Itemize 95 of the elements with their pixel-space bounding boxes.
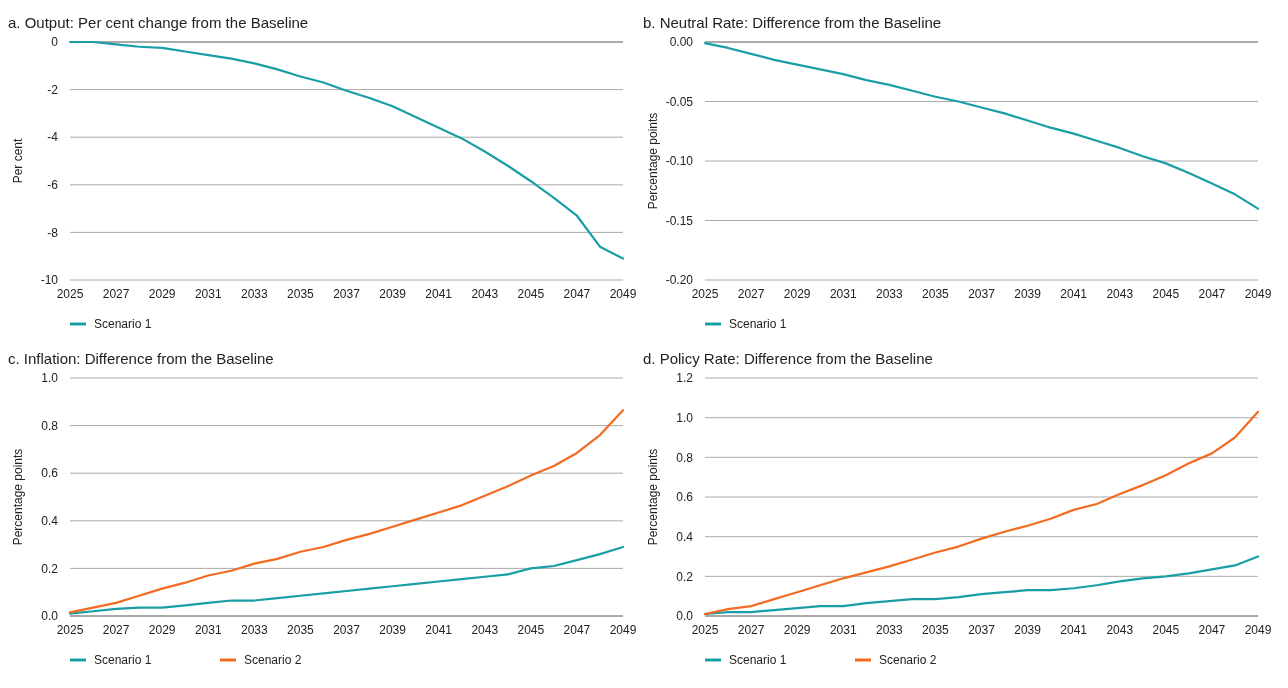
- y-tick-label: 1.2: [676, 371, 694, 386]
- y-tick-label: -0.10: [665, 154, 694, 169]
- x-tick-label: 2043: [1106, 287, 1134, 301]
- y-tick-label: -2: [47, 82, 59, 97]
- y-tick-label: 0.6: [41, 466, 59, 481]
- chart-title: b. Neutral Rate: Difference from the Baseline: [643, 14, 942, 31]
- x-tick-label: 2035: [287, 287, 315, 301]
- chart-title: a. Output: Per cent change from the Baseline: [8, 14, 309, 31]
- y-axis-title: Per cent: [11, 138, 25, 184]
- x-tick-label: 2029: [148, 623, 176, 637]
- x-tick-label: 2045: [517, 623, 545, 637]
- legend-label: Scenario 1: [94, 317, 152, 332]
- chart-title: d. Policy Rate: Difference from the Baseline: [643, 350, 933, 367]
- y-tick-label: -0.15: [665, 213, 694, 228]
- y-tick-label: 1.0: [41, 371, 59, 386]
- x-tick-label: 2035: [922, 287, 950, 301]
- y-tick-label: 0.8: [41, 418, 59, 433]
- x-tick-label: 2027: [102, 623, 130, 637]
- x-tick-label: 2041: [425, 623, 453, 637]
- x-tick-label: 2047: [1198, 623, 1226, 637]
- x-tick-label: 2047: [563, 623, 591, 637]
- x-tick-label: 2027: [737, 623, 765, 637]
- y-tick-label: 0.6: [676, 490, 694, 505]
- x-tick-label: 2025: [691, 623, 719, 637]
- x-tick-label: 2037: [333, 623, 361, 637]
- x-tick-label: 2039: [379, 623, 407, 637]
- x-tick-label: 2039: [379, 287, 407, 301]
- y-axis-title: Percentage points: [646, 112, 660, 210]
- y-tick-label: 0.4: [41, 514, 59, 528]
- x-tick-label: 2033: [240, 623, 268, 637]
- x-tick-label: 2025: [691, 287, 719, 301]
- x-tick-label: 2037: [968, 287, 996, 301]
- x-tick-label: 2025: [56, 287, 84, 301]
- x-tick-label: 2039: [1014, 287, 1042, 301]
- x-tick-label: 2049: [609, 287, 637, 301]
- legend-label: Scenario 1: [729, 317, 787, 332]
- x-tick-label: 2033: [240, 287, 268, 301]
- y-tick-label: -4: [47, 130, 59, 145]
- y-tick-label: -10: [40, 273, 59, 288]
- y-tick-label: 0: [51, 35, 59, 50]
- y-tick-label: -8: [47, 225, 59, 240]
- y-tick-label: -0.05: [665, 94, 694, 109]
- legend-label: Scenario 1: [729, 653, 787, 668]
- x-tick-label: 2041: [1060, 623, 1088, 637]
- x-tick-label: 2035: [287, 623, 315, 637]
- line-series: [703, 410, 1260, 616]
- x-tick-label: 2031: [194, 623, 222, 637]
- x-tick-label: 2043: [471, 623, 499, 637]
- x-tick-label: 2025: [56, 623, 84, 637]
- x-tick-label: 2035: [922, 623, 950, 637]
- x-tick-label: 2043: [471, 287, 499, 301]
- y-tick-label: 0.2: [676, 569, 694, 584]
- y-axis-title: Percentage points: [646, 448, 660, 546]
- line-series: [68, 409, 625, 614]
- y-tick-label: 1.0: [676, 410, 694, 425]
- y-tick-label: 0.4: [676, 529, 694, 544]
- x-tick-label: 2027: [737, 287, 765, 301]
- x-tick-label: 2049: [1244, 287, 1272, 301]
- y-tick-label: 0.2: [41, 561, 59, 576]
- x-tick-label: 2029: [148, 287, 176, 301]
- x-tick-label: 2031: [829, 287, 857, 301]
- y-tick-label: -6: [47, 178, 59, 192]
- legend-label: Scenario 2: [244, 653, 302, 668]
- x-tick-label: 2029: [783, 623, 811, 637]
- x-tick-label: 2031: [194, 287, 222, 301]
- x-tick-label: 2033: [875, 623, 903, 637]
- x-tick-label: 2045: [1152, 623, 1180, 637]
- x-tick-label: 2037: [968, 623, 996, 637]
- y-tick-label: 0.00: [669, 35, 694, 50]
- x-tick-label: 2049: [1244, 623, 1272, 637]
- line-series: [68, 545, 625, 615]
- x-tick-label: 2041: [425, 287, 453, 301]
- y-tick-label: 0.0: [41, 609, 59, 624]
- x-tick-label: 2049: [609, 623, 637, 637]
- y-tick-label: -0.20: [665, 273, 694, 288]
- x-tick-label: 2029: [783, 287, 811, 301]
- x-tick-label: 2043: [1106, 623, 1134, 637]
- x-tick-label: 2033: [875, 287, 903, 301]
- chart-title: c. Inflation: Difference from the Baseline: [8, 350, 274, 367]
- x-tick-label: 2047: [563, 287, 591, 301]
- line-series: [68, 40, 625, 260]
- x-tick-label: 2045: [1152, 287, 1180, 301]
- line-series: [703, 42, 1260, 210]
- x-tick-label: 2045: [517, 287, 545, 301]
- x-tick-label: 2037: [333, 287, 361, 301]
- legend-label: Scenario 2: [879, 653, 937, 668]
- x-tick-label: 2031: [829, 623, 857, 637]
- x-tick-label: 2047: [1198, 287, 1226, 301]
- legend-label: Scenario 1: [94, 653, 152, 668]
- y-tick-label: 0.0: [676, 609, 694, 624]
- x-tick-label: 2039: [1014, 623, 1042, 637]
- y-tick-label: 0.8: [676, 450, 694, 465]
- x-tick-label: 2027: [102, 287, 130, 301]
- y-axis-title: Percentage points: [11, 448, 25, 546]
- x-tick-label: 2041: [1060, 287, 1088, 301]
